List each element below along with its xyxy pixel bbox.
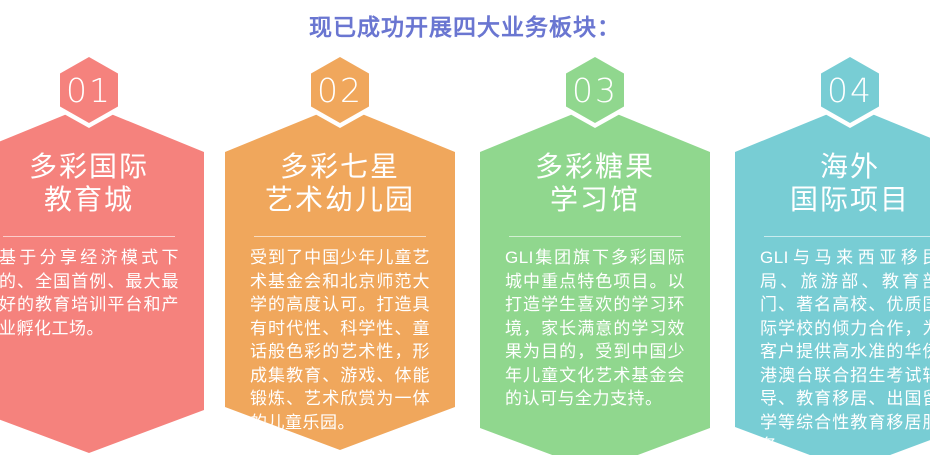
card-title-line1: 多彩七星 [279, 151, 400, 182]
card-overseas-international-projects: 海外 国际项目 GLI与马来西亚移民局、旅游部、教育部门、著名高校、优质国际学校… [735, 105, 930, 455]
card-title: 多彩国际 教育城 [0, 150, 204, 216]
hexagon-badge: 02 [306, 52, 374, 128]
card-description: GLI集团旗下多彩国际城中重点特色项目。以打造学生喜欢的学习环境，家长满意的学习… [505, 248, 685, 408]
card-title-line1: 海外 [819, 151, 880, 182]
card-title-line2: 学习馆 [549, 184, 640, 215]
badge-number: 03 [566, 57, 624, 123]
card-title-line1: 多彩国际 [28, 151, 149, 182]
badge-number: 02 [311, 57, 369, 123]
card-title-line1: 多彩糖果 [534, 151, 655, 182]
title-divider [764, 236, 930, 237]
title-divider [509, 236, 681, 237]
card-description: GLI与马来西亚移民局、旅游部、教育部门、著名高校、优质国际学校的倾力合作，为客… [760, 248, 930, 455]
title-divider [3, 236, 175, 237]
title-divider [254, 236, 426, 237]
card-title-line2: 教育城 [43, 184, 134, 215]
card-duocai-candy-learning-hall: 多彩糖果 学习馆 GLI集团旗下多彩国际城中重点特色项目。以打造学生喜欢的学习环… [480, 105, 710, 455]
card-description: 受到了中国少年儿童艺术基金会和北京师范大学的高度认可。打造具有时代性、科学性、童… [250, 248, 430, 432]
card-description: 基于分享经济模式下的、全国首例、最大最好的教育培训平台和产业孵化工场。 [0, 248, 179, 338]
card-title-line2: 艺术幼儿园 [264, 184, 415, 215]
card-title: 海外 国际项目 [735, 150, 930, 216]
card-title: 多彩七星 艺术幼儿园 [225, 150, 455, 216]
card-duocai-seven-star-art-kindergarten: 多彩七星 艺术幼儿园 受到了中国少年儿童艺术基金会和北京师范大学的高度认可。打造… [225, 105, 455, 450]
badge-number: 04 [821, 57, 879, 123]
card-duocai-international-education-city: 多彩国际 教育城 基于分享经济模式下的、全国首例、最大最好的教育培训平台和产业孵… [0, 105, 204, 453]
card-title-line2: 国际项目 [789, 184, 910, 215]
card-title: 多彩糖果 学习馆 [480, 150, 710, 216]
badge-number: 01 [60, 57, 118, 123]
page-title: 现已成功开展四大业务板块： [309, 14, 621, 40]
